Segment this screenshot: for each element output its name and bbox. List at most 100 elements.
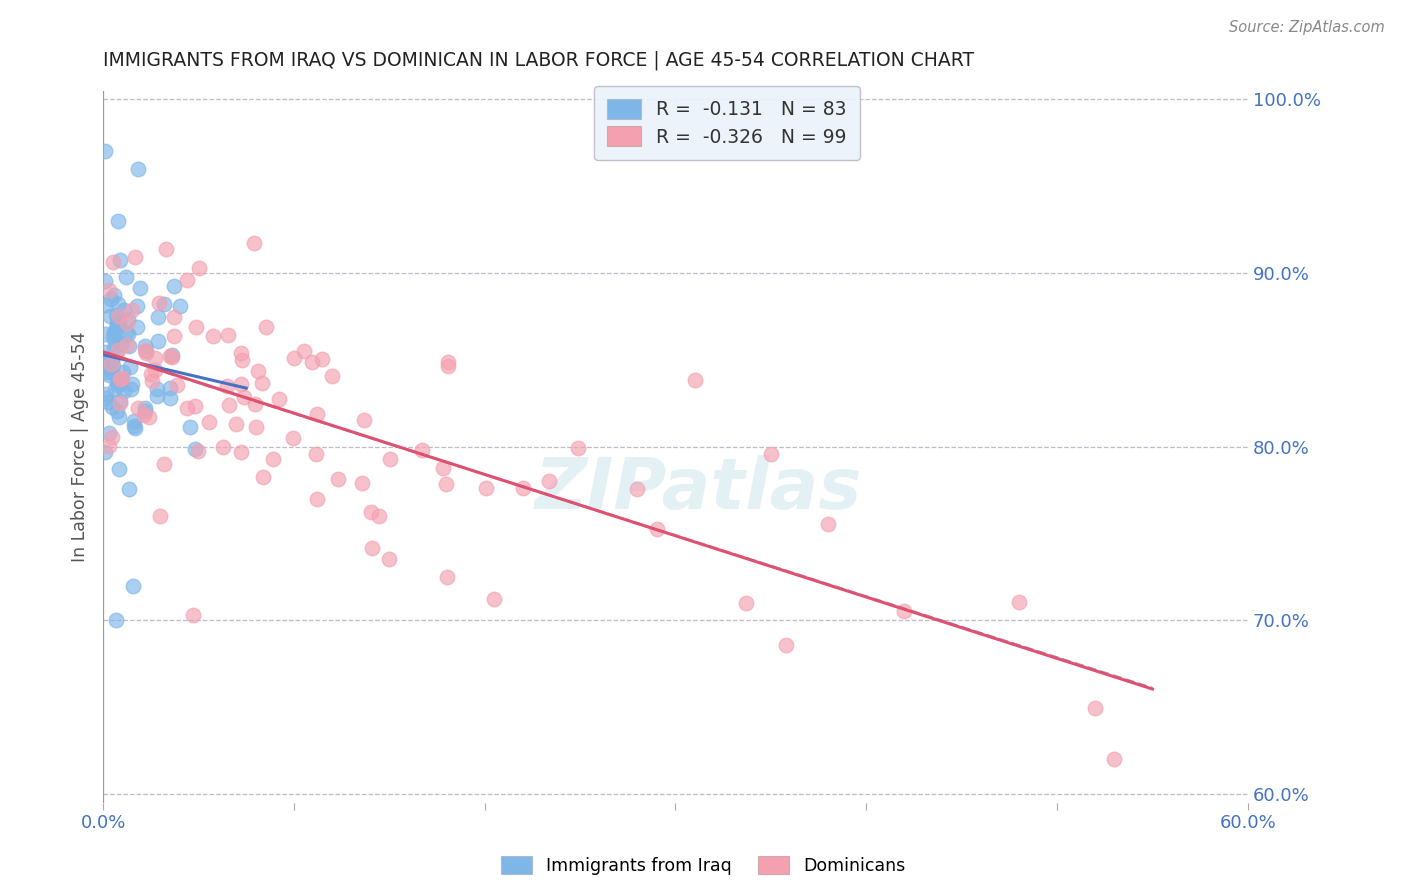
Point [110, 396, 132, 410]
Point [1104, 752, 1126, 766]
Point [254, 320, 277, 334]
Point [146, 334, 169, 349]
Point [111, 371, 134, 385]
Point [105, 314, 128, 328]
Point [101, 255, 124, 269]
Point [301, 355, 323, 369]
Point [108, 374, 131, 388]
Point [97, 354, 120, 368]
Point [436, 570, 458, 584]
Point [108, 372, 131, 386]
Point [326, 472, 349, 486]
Point [775, 638, 797, 652]
Point [683, 373, 706, 387]
Point [893, 604, 915, 618]
Text: IMMIGRANTS FROM IRAQ VS DOMINICAN IN LABOR FORCE | AGE 45-54 CORRELATION CHART: IMMIGRANTS FROM IRAQ VS DOMINICAN IN LAB… [103, 51, 974, 70]
Point [262, 452, 284, 467]
Point [155, 242, 177, 256]
Point [252, 470, 274, 484]
Point [352, 475, 374, 490]
Point [217, 379, 239, 393]
Point [160, 348, 183, 362]
Point [353, 413, 375, 427]
Point [121, 303, 143, 318]
Point [94, 145, 117, 159]
Point [94, 327, 117, 342]
Point [105, 613, 128, 627]
Point [307, 407, 329, 421]
Point [118, 482, 141, 496]
Point [94, 345, 117, 359]
Point [103, 325, 125, 339]
Point [124, 251, 146, 265]
Point [163, 310, 186, 325]
Point [183, 399, 205, 413]
Point [163, 278, 186, 293]
Point [132, 409, 155, 423]
Point [245, 419, 267, 434]
Point [125, 320, 148, 334]
Text: ZIPatlas: ZIPatlas [534, 455, 862, 524]
Point [108, 316, 131, 330]
Point [108, 253, 131, 268]
Point [100, 353, 122, 368]
Point [141, 374, 163, 388]
Point [111, 365, 134, 379]
Point [121, 377, 143, 392]
Point [103, 287, 125, 301]
Point [105, 343, 128, 358]
Point [97, 359, 120, 374]
Point [817, 516, 839, 531]
Point [169, 300, 191, 314]
Point [134, 339, 156, 353]
Point [176, 273, 198, 287]
Point [162, 329, 184, 343]
Point [101, 330, 124, 344]
Point [186, 319, 208, 334]
Point [538, 474, 561, 488]
Point [378, 552, 401, 566]
Point [117, 311, 139, 326]
Legend: Immigrants from Iraq, Dominicans: Immigrants from Iraq, Dominicans [492, 847, 914, 883]
Point [437, 359, 460, 374]
Point [231, 353, 253, 368]
Point [567, 441, 589, 455]
Point [143, 351, 166, 365]
Point [112, 303, 135, 318]
Point [118, 339, 141, 353]
Point [97, 395, 120, 409]
Point [231, 345, 253, 359]
Point [181, 607, 204, 622]
Point [100, 292, 122, 306]
Point [101, 430, 124, 444]
Point [112, 384, 135, 399]
Point [512, 482, 534, 496]
Point [246, 364, 269, 378]
Point [146, 310, 169, 324]
Point [121, 578, 143, 592]
Point [148, 295, 170, 310]
Point [115, 326, 138, 340]
Point [159, 380, 181, 394]
Point [143, 363, 166, 377]
Point [100, 358, 122, 372]
Point [94, 298, 117, 312]
Point [139, 367, 162, 381]
Point [104, 334, 127, 348]
Point [98, 310, 121, 324]
Point [233, 390, 256, 404]
Point [231, 445, 253, 459]
Point [127, 300, 149, 314]
Point [105, 404, 128, 418]
Point [1084, 701, 1107, 715]
Point [94, 274, 117, 288]
Point [146, 389, 169, 403]
Point [117, 326, 139, 341]
Point [98, 425, 121, 440]
Point [104, 382, 127, 396]
Point [321, 368, 343, 383]
Point [176, 401, 198, 416]
Point [100, 352, 122, 367]
Point [107, 297, 129, 311]
Point [138, 410, 160, 425]
